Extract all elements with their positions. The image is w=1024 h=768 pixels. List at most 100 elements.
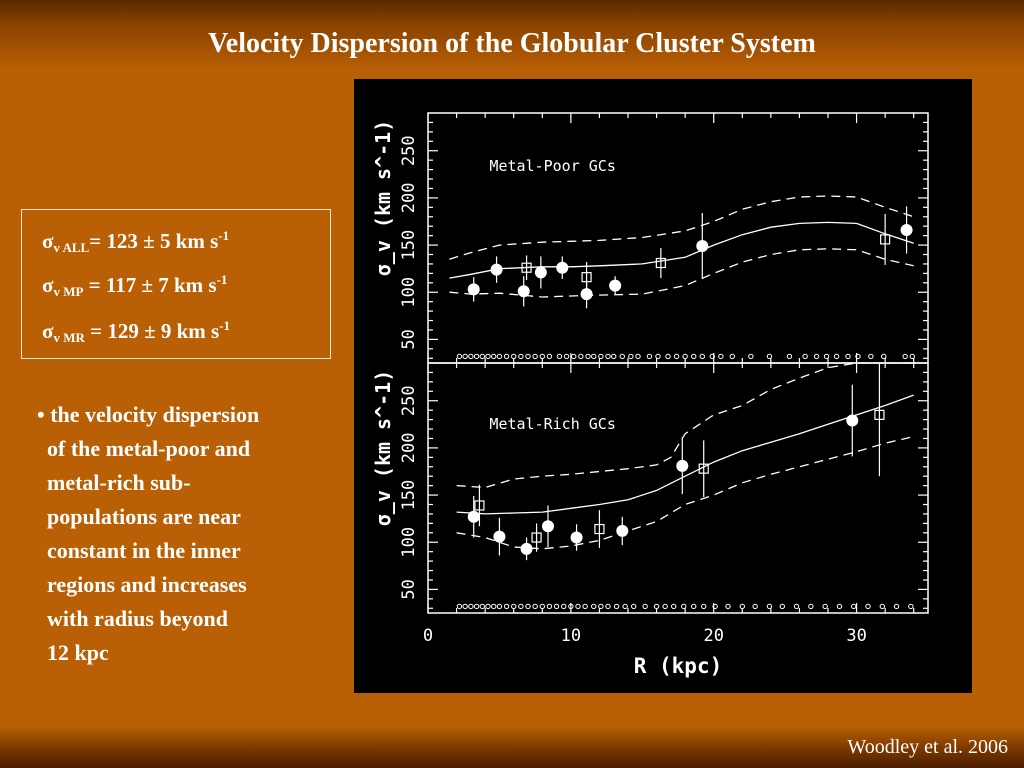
slide-title: Velocity Dispersion of the Globular Clus… bbox=[208, 28, 816, 59]
citation: Woodley et al. 2006 bbox=[847, 736, 1008, 758]
x-tick-label: 0 bbox=[423, 626, 433, 646]
radius-marker bbox=[908, 603, 914, 610]
data-point-filled bbox=[534, 266, 547, 279]
bullet-line: regions and increases bbox=[47, 572, 247, 597]
y-tick-label: 50 bbox=[399, 329, 419, 349]
radius-marker bbox=[525, 353, 531, 360]
y-tick-label: 100 bbox=[399, 527, 419, 558]
model-curve bbox=[449, 221, 914, 279]
radius-marker bbox=[712, 603, 718, 610]
radius-marker bbox=[456, 353, 463, 360]
data-point-filled bbox=[520, 542, 533, 555]
data-point-filled bbox=[609, 279, 622, 292]
x-tick-label: 10 bbox=[561, 626, 581, 646]
radius-marker bbox=[635, 353, 641, 360]
radius-marker bbox=[662, 603, 668, 610]
radius-marker bbox=[591, 353, 597, 360]
radius-marker bbox=[752, 603, 758, 610]
radius-marker bbox=[628, 353, 634, 360]
radius-marker bbox=[556, 353, 563, 360]
radius-marker bbox=[823, 353, 830, 360]
y-axis-label: σ_v (km s^-1) bbox=[371, 120, 395, 277]
y-tick-label: 250 bbox=[399, 135, 419, 166]
radius-marker bbox=[691, 603, 697, 610]
radius-marker bbox=[699, 353, 705, 360]
bullet-line: constant in the inner bbox=[47, 538, 241, 563]
radius-marker bbox=[468, 353, 474, 360]
radius-marker bbox=[902, 353, 908, 360]
radius-marker bbox=[582, 603, 588, 610]
model-envelope bbox=[456, 362, 914, 489]
radius-marker bbox=[605, 603, 611, 610]
radius-marker bbox=[836, 603, 843, 610]
radius-marker bbox=[568, 603, 574, 610]
data-point-square bbox=[594, 523, 605, 535]
radius-marker bbox=[802, 353, 808, 360]
data-point-square bbox=[655, 257, 666, 269]
radius-marker bbox=[631, 603, 637, 610]
radius-marker bbox=[766, 603, 773, 610]
radius-marker bbox=[786, 353, 793, 360]
radius-marker bbox=[546, 603, 553, 610]
radius-marker bbox=[571, 353, 577, 360]
data-point-square bbox=[581, 272, 592, 283]
radius-marker bbox=[718, 353, 724, 360]
radius-marker bbox=[553, 603, 560, 610]
radius-marker bbox=[739, 603, 745, 610]
radius-marker bbox=[462, 353, 468, 360]
data-point-filled bbox=[493, 530, 506, 543]
model-envelope bbox=[449, 195, 914, 260]
radius-marker bbox=[855, 353, 861, 360]
radius-marker bbox=[793, 603, 800, 610]
radius-marker bbox=[511, 603, 517, 610]
y-tick-label: 50 bbox=[399, 579, 419, 599]
radius-marker bbox=[511, 353, 517, 360]
radius-marker bbox=[503, 353, 510, 360]
radius-marker bbox=[585, 353, 591, 360]
stat-metal-rich: σv MR = 129 ± 9 km s-1 bbox=[42, 318, 231, 345]
radius-marker bbox=[491, 353, 497, 360]
radius-marker bbox=[653, 603, 660, 610]
data-point-filled bbox=[517, 285, 530, 298]
radius-marker bbox=[485, 353, 491, 360]
bullet-line: with radius beyond bbox=[47, 606, 228, 631]
radius-marker bbox=[851, 603, 857, 610]
data-point-square bbox=[880, 234, 891, 245]
radius-marker bbox=[496, 603, 503, 610]
radius-marker bbox=[578, 353, 584, 360]
data-point-filled bbox=[580, 288, 593, 301]
radius-marker bbox=[518, 603, 524, 610]
radius-marker bbox=[766, 353, 773, 360]
y-tick-label: 200 bbox=[399, 433, 419, 464]
radius-marker bbox=[546, 353, 553, 360]
y-tick-label: 250 bbox=[399, 385, 419, 416]
radius-marker bbox=[462, 603, 468, 610]
radius-marker bbox=[563, 353, 570, 360]
radius-marker bbox=[673, 353, 680, 360]
radius-marker bbox=[725, 603, 731, 610]
radius-marker bbox=[868, 353, 874, 360]
radius-marker bbox=[479, 353, 485, 360]
data-point-filled bbox=[570, 531, 583, 544]
data-point-square bbox=[874, 409, 885, 420]
radius-marker bbox=[456, 603, 463, 610]
panel-frame bbox=[427, 112, 929, 364]
radius-marker bbox=[561, 603, 567, 610]
x-axis-label: R (kpc) bbox=[634, 654, 723, 678]
model-curve bbox=[456, 394, 914, 515]
stats-box: σv ALL= 123 ± 5 km s-1 σv MP = 117 ± 7 k… bbox=[21, 209, 331, 359]
data-point-filled bbox=[467, 283, 480, 296]
radius-marker bbox=[833, 353, 840, 360]
radius-marker bbox=[671, 603, 677, 610]
radius-marker bbox=[701, 603, 707, 610]
radius-marker bbox=[822, 603, 828, 610]
radius-marker bbox=[613, 603, 620, 610]
radius-marker bbox=[468, 603, 474, 610]
velocity-dispersion-figure: 50 100 150 200 250 σ_v (km s^-1) Metal-Poor GC… bbox=[354, 79, 972, 693]
panel-title: Metal-Rich GCs bbox=[489, 415, 615, 433]
radius-marker bbox=[598, 603, 604, 610]
bullet-line: 12 kpc bbox=[47, 640, 109, 665]
radius-marker bbox=[682, 353, 688, 360]
radius-marker bbox=[881, 353, 887, 360]
